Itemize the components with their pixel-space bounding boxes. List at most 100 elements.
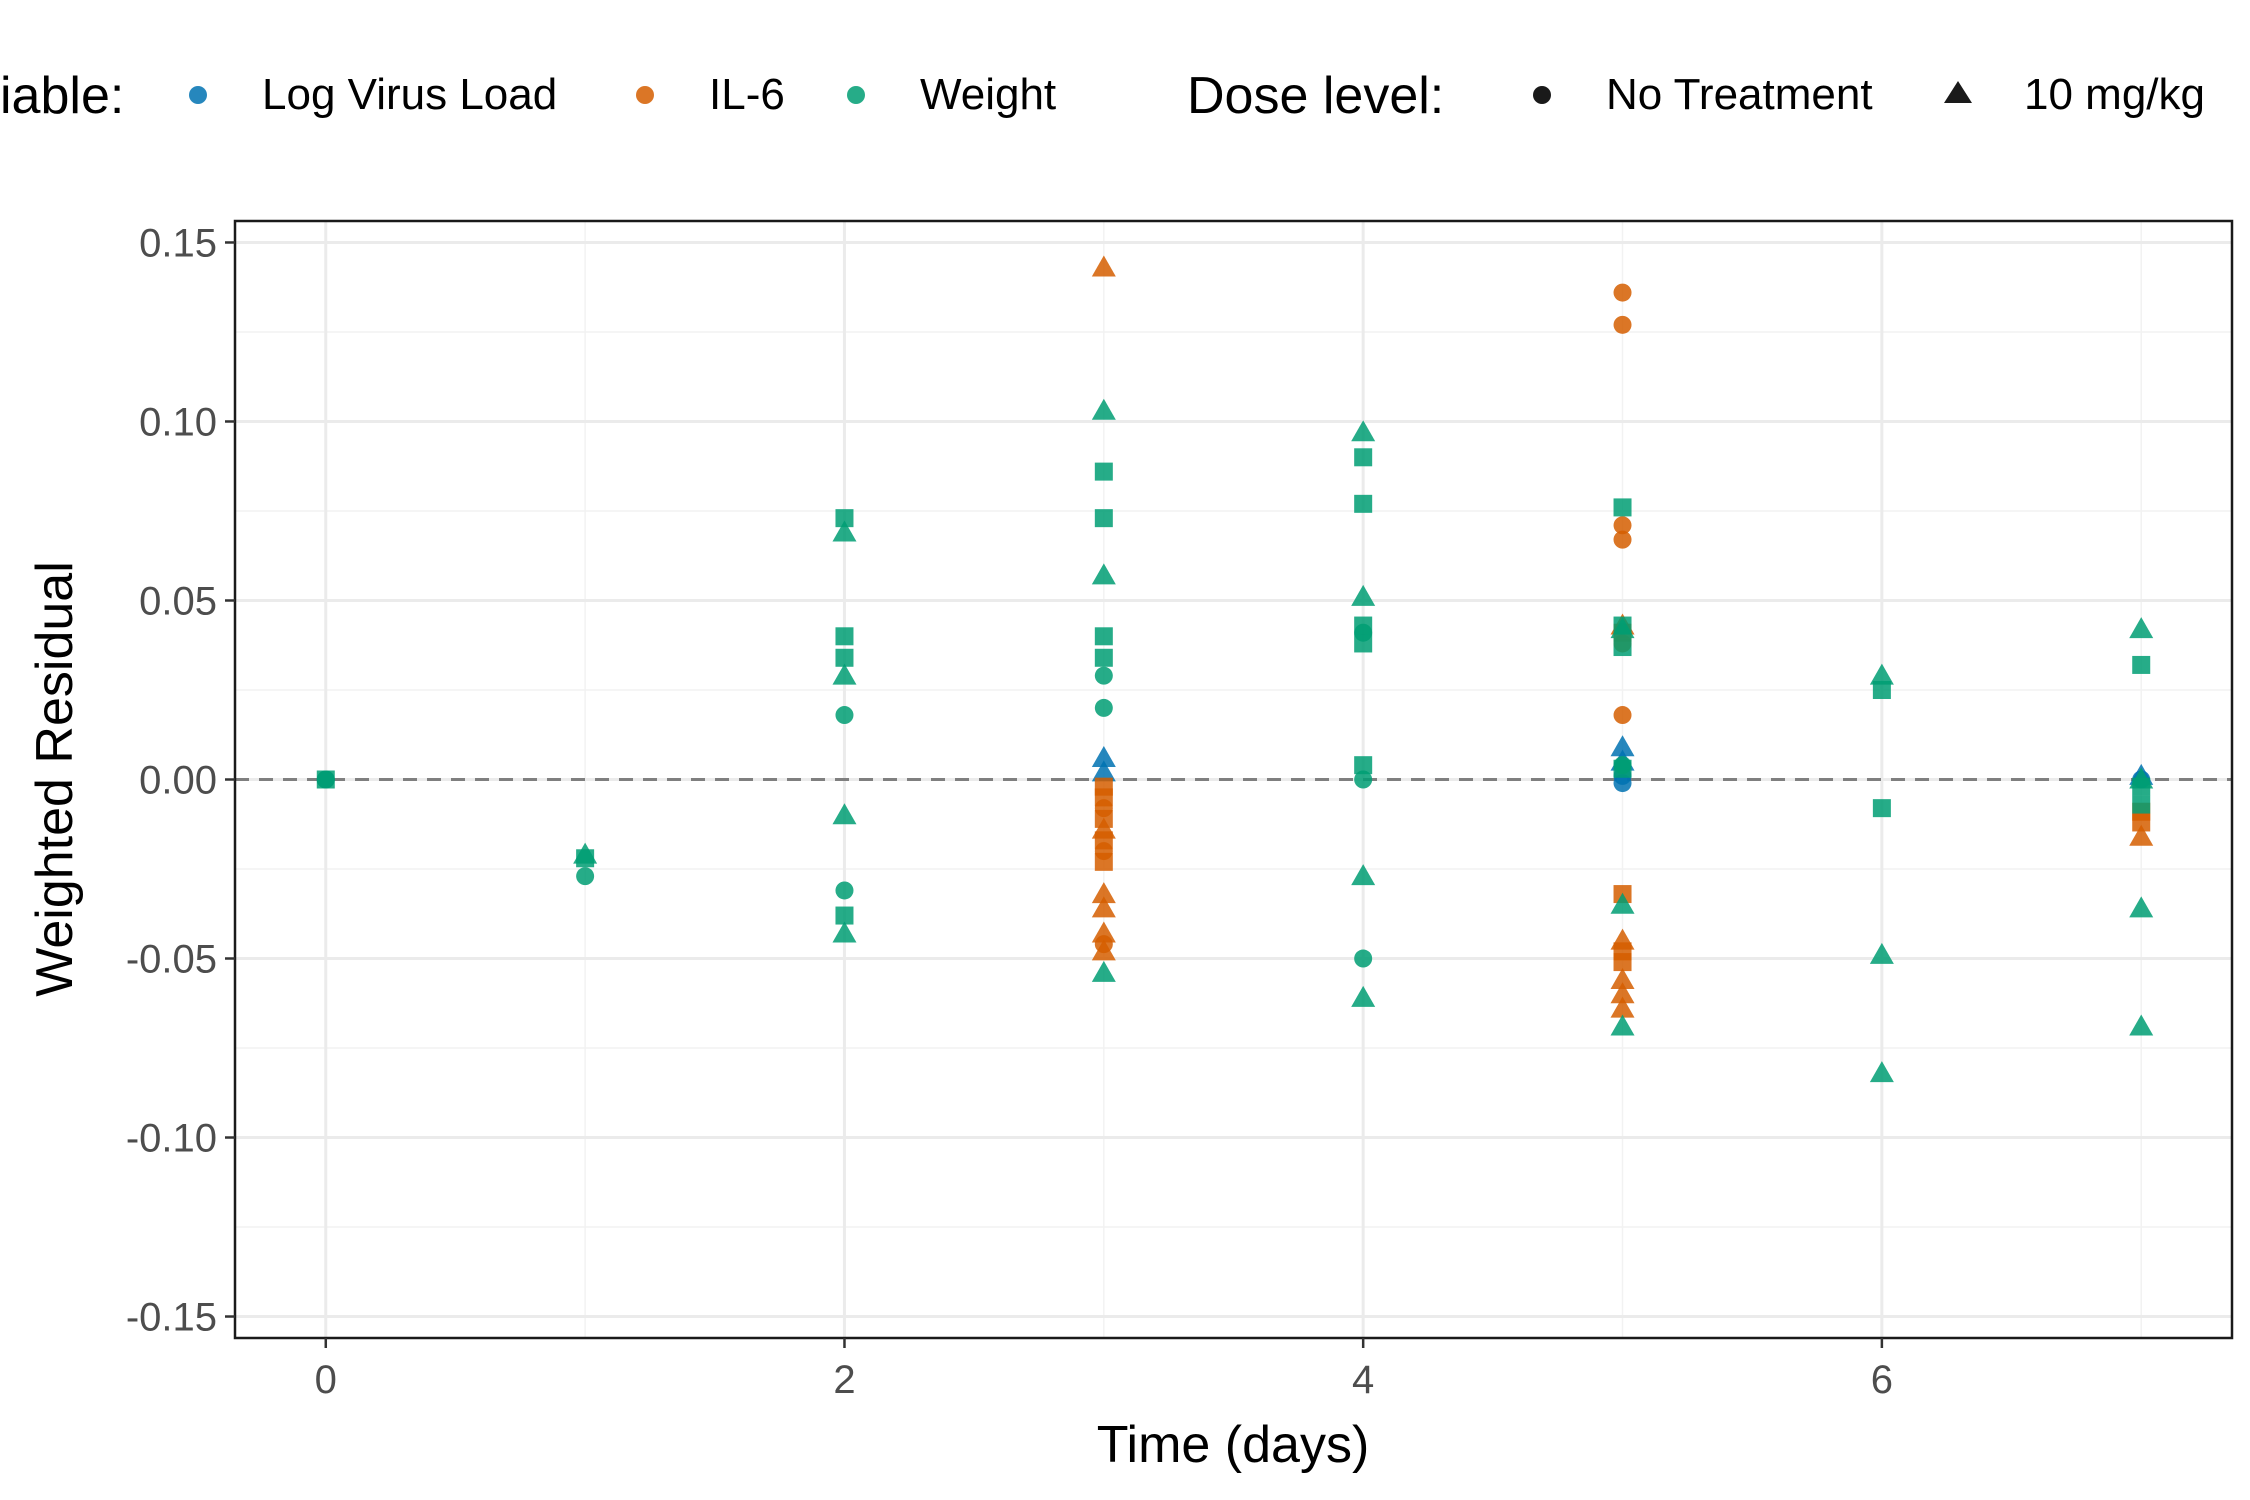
legend-label-log-virus-load: Log Virus Load <box>262 70 557 119</box>
legend-key-log-virus-load <box>189 86 207 104</box>
point-weight <box>1094 509 1113 528</box>
point-weight <box>2129 1014 2154 1036</box>
point-il-6 <box>1613 283 1632 302</box>
point-il-6 <box>1610 967 1635 989</box>
point-il-6 <box>1091 939 1116 961</box>
point-weight <box>1610 892 1635 914</box>
point-il-6 <box>1613 516 1632 535</box>
y-tick-label: -0.05 <box>126 938 217 982</box>
y-tick-label: 0.00 <box>139 759 217 803</box>
point-weight <box>1094 698 1113 717</box>
legend-title-dose: Dose level: <box>1187 67 1444 125</box>
legend-key-il6 <box>636 86 654 104</box>
point-weight <box>1094 648 1113 667</box>
point-weight <box>832 663 857 685</box>
y-tick-label: 0.05 <box>139 579 217 623</box>
data-points <box>316 255 2154 1083</box>
legend-group-dose: Dose level: No Treatment 10 mg/kg <box>1187 67 2205 125</box>
legend-label-no-treatment: No Treatment <box>1606 70 1873 119</box>
point-weight <box>1351 420 1376 442</box>
point-log-virus-load <box>1091 746 1116 768</box>
point-weight <box>835 509 854 528</box>
y-tick-label: -0.10 <box>126 1117 217 1161</box>
point-weight <box>1091 398 1116 420</box>
point-weight <box>1091 563 1116 585</box>
point-weight <box>1872 680 1891 699</box>
point-il-6 <box>2129 824 2154 846</box>
point-weight <box>1354 494 1373 513</box>
point-weight <box>1610 617 1635 639</box>
point-weight <box>1354 448 1373 467</box>
point-weight <box>1613 759 1632 778</box>
point-weight <box>576 867 595 886</box>
legend: iable: Log Virus Load IL-6 Weight Dose l… <box>0 67 2205 125</box>
point-weight <box>1351 985 1376 1007</box>
point-weight <box>1354 770 1373 789</box>
point-weight <box>2129 617 2154 639</box>
point-il-6 <box>1613 706 1632 725</box>
point-weight <box>1351 584 1376 606</box>
x-axis: 0 2 4 6 <box>315 1338 1893 1402</box>
y-axis: 0.15 0.10 0.05 0.00 -0.05 -0.10 -0.15 <box>126 221 235 1340</box>
point-il-6 <box>1091 882 1116 904</box>
point-weight <box>1354 756 1373 775</box>
legend-label-il6: IL-6 <box>709 70 785 119</box>
legend-key-no-treatment <box>1533 86 1551 104</box>
y-tick-label: 0.15 <box>139 221 217 265</box>
point-weight <box>1354 634 1373 653</box>
legend-group-variable: iable: Log Virus Load IL-6 Weight <box>0 67 1056 125</box>
point-il-6 <box>1091 255 1116 277</box>
point-weight <box>1869 942 1894 964</box>
y-axis-title: Weighted Residual <box>26 561 84 997</box>
point-weight <box>1094 462 1113 481</box>
y-tick-label: 0.10 <box>139 400 217 444</box>
point-il-6 <box>1094 852 1113 871</box>
point-weight <box>2129 896 2154 918</box>
point-log-virus-load <box>1610 735 1635 757</box>
legend-key-weight <box>847 86 865 104</box>
point-weight <box>576 849 595 868</box>
point-il-6 <box>1091 896 1116 918</box>
point-weight <box>2132 655 2151 674</box>
point-il-6 <box>1613 530 1632 549</box>
point-il-6 <box>1610 982 1635 1004</box>
point-weight <box>1610 1014 1635 1036</box>
point-weight <box>1869 1061 1894 1083</box>
point-weight <box>316 770 335 789</box>
point-weight <box>1613 638 1632 657</box>
x-tick-label: 2 <box>833 1358 855 1402</box>
point-weight <box>1094 627 1113 646</box>
point-weight <box>832 520 857 542</box>
point-log-virus-load <box>1091 760 1116 782</box>
point-weight <box>1094 666 1113 685</box>
point-weight <box>2132 795 2151 814</box>
point-weight <box>1613 498 1632 517</box>
point-il-6 <box>1610 996 1635 1018</box>
point-weight <box>835 706 854 725</box>
x-tick-label: 6 <box>1871 1358 1893 1402</box>
point-weight <box>835 906 854 925</box>
legend-label-10mgkg: 10 mg/kg <box>2024 70 2205 119</box>
point-weight <box>1091 960 1116 982</box>
y-tick-label: -0.15 <box>126 1296 217 1340</box>
point-weight <box>1869 663 1894 685</box>
point-il-6 <box>2132 813 2151 832</box>
x-tick-label: 4 <box>1352 1358 1374 1402</box>
point-weight <box>832 921 857 943</box>
point-weight <box>835 881 854 900</box>
point-weight <box>2132 777 2151 796</box>
legend-title-variable: iable: <box>0 67 124 125</box>
point-weight <box>835 648 854 667</box>
point-log-virus-load <box>1613 774 1632 793</box>
point-weight <box>1872 799 1891 818</box>
point-weight <box>832 803 857 825</box>
x-tick-label: 0 <box>315 1358 337 1402</box>
x-axis-title: Time (days) <box>1097 1416 1370 1474</box>
point-il-6 <box>1091 921 1116 943</box>
point-weight <box>1354 949 1373 968</box>
legend-label-weight: Weight <box>920 70 1056 119</box>
point-il-6 <box>1613 953 1632 972</box>
point-weight <box>835 627 854 646</box>
legend-key-10mgkg <box>1944 81 1972 103</box>
